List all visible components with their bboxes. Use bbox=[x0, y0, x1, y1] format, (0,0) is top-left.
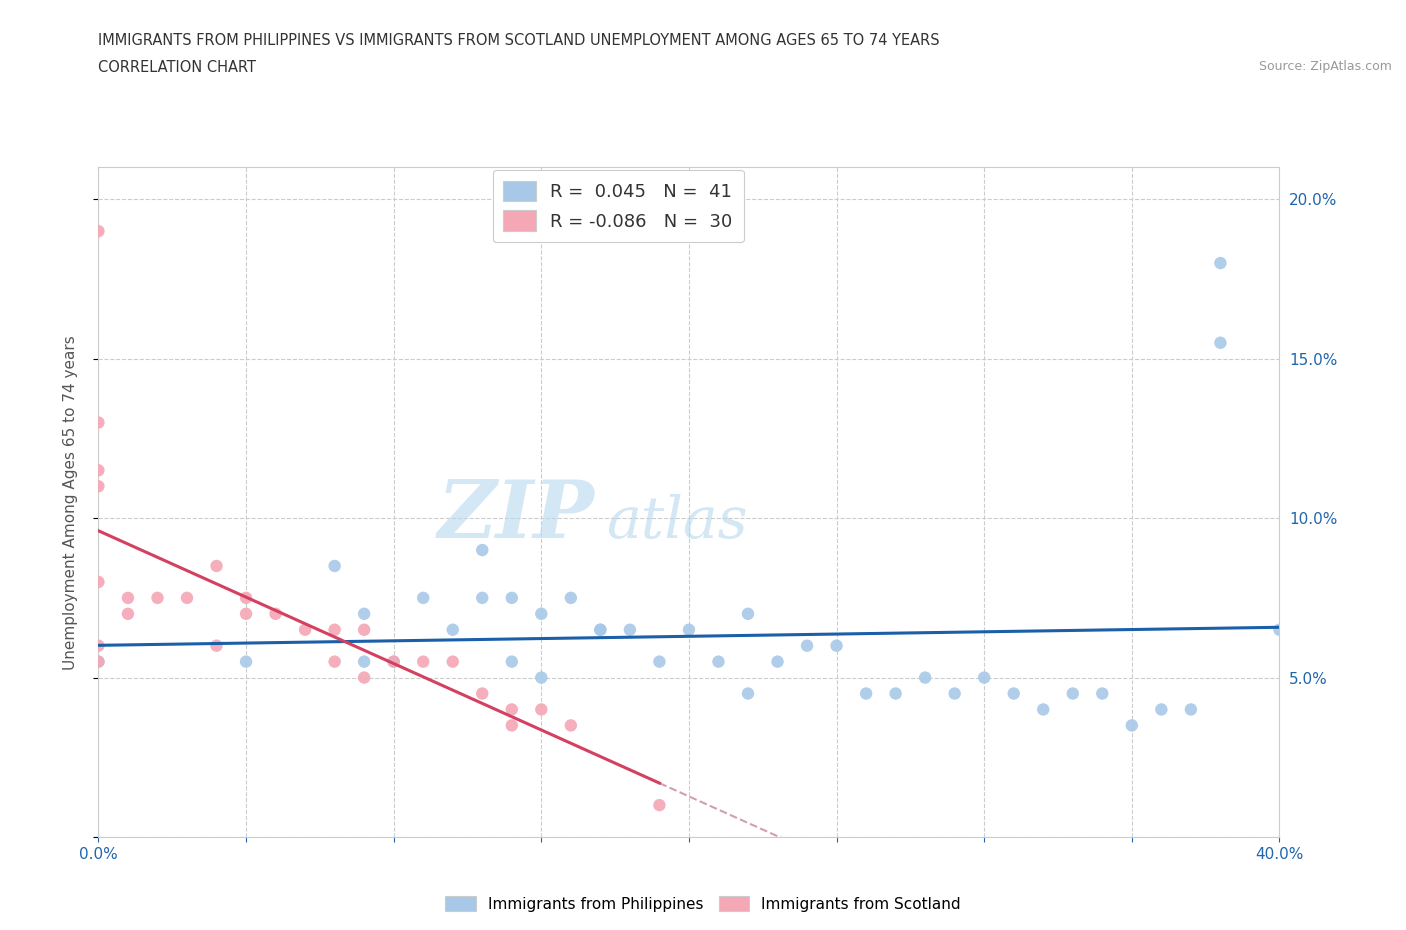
Point bbox=[235, 654, 257, 669]
Point bbox=[87, 638, 110, 653]
Point bbox=[353, 622, 375, 637]
Point bbox=[589, 622, 612, 637]
Point bbox=[973, 671, 995, 685]
Point bbox=[1121, 718, 1143, 733]
Point bbox=[87, 654, 110, 669]
Point bbox=[737, 606, 759, 621]
Point bbox=[501, 718, 523, 733]
Y-axis label: Unemployment Among Ages 65 to 74 years: Unemployment Among Ages 65 to 74 years bbox=[63, 335, 77, 670]
Point bbox=[707, 654, 730, 669]
Text: CORRELATION CHART: CORRELATION CHART bbox=[98, 60, 256, 75]
Point bbox=[943, 686, 966, 701]
Point bbox=[412, 591, 434, 605]
Point bbox=[205, 638, 228, 653]
Point bbox=[914, 671, 936, 685]
Point bbox=[87, 654, 110, 669]
Point bbox=[619, 622, 641, 637]
Point bbox=[855, 686, 877, 701]
Point bbox=[501, 591, 523, 605]
Point bbox=[87, 415, 110, 430]
Point bbox=[1209, 256, 1232, 271]
Point bbox=[323, 654, 346, 669]
Point bbox=[353, 654, 375, 669]
Point bbox=[530, 702, 553, 717]
Point bbox=[323, 559, 346, 574]
Point bbox=[117, 606, 139, 621]
Point bbox=[560, 591, 582, 605]
Point bbox=[87, 575, 110, 590]
Point bbox=[323, 622, 346, 637]
Point bbox=[678, 622, 700, 637]
Point bbox=[1062, 686, 1084, 701]
Point bbox=[294, 622, 316, 637]
Point bbox=[176, 591, 198, 605]
Point bbox=[825, 638, 848, 653]
Point bbox=[382, 654, 405, 669]
Point bbox=[796, 638, 818, 653]
Legend: R =  0.045   N =  41, R = -0.086   N =  30: R = 0.045 N = 41, R = -0.086 N = 30 bbox=[492, 170, 744, 242]
Point bbox=[146, 591, 169, 605]
Point bbox=[235, 606, 257, 621]
Point bbox=[1002, 686, 1025, 701]
Point bbox=[1180, 702, 1202, 717]
Point bbox=[1091, 686, 1114, 701]
Point bbox=[353, 606, 375, 621]
Text: IMMIGRANTS FROM PHILIPPINES VS IMMIGRANTS FROM SCOTLAND UNEMPLOYMENT AMONG AGES : IMMIGRANTS FROM PHILIPPINES VS IMMIGRANT… bbox=[98, 33, 941, 47]
Point bbox=[560, 718, 582, 733]
Point bbox=[205, 559, 228, 574]
Point bbox=[264, 606, 287, 621]
Point bbox=[884, 686, 907, 701]
Point bbox=[441, 654, 464, 669]
Text: Source: ZipAtlas.com: Source: ZipAtlas.com bbox=[1258, 60, 1392, 73]
Point bbox=[766, 654, 789, 669]
Point bbox=[471, 686, 494, 701]
Point bbox=[1032, 702, 1054, 717]
Point bbox=[471, 542, 494, 557]
Point bbox=[87, 463, 110, 478]
Point bbox=[1268, 622, 1291, 637]
Point bbox=[412, 654, 434, 669]
Point bbox=[87, 224, 110, 239]
Point bbox=[382, 654, 405, 669]
Point bbox=[501, 702, 523, 717]
Point bbox=[648, 654, 671, 669]
Point bbox=[1150, 702, 1173, 717]
Point bbox=[471, 591, 494, 605]
Point bbox=[530, 606, 553, 621]
Text: atlas: atlas bbox=[606, 494, 748, 551]
Point bbox=[87, 479, 110, 494]
Point bbox=[589, 622, 612, 637]
Point bbox=[648, 798, 671, 813]
Point bbox=[501, 654, 523, 669]
Point bbox=[1209, 336, 1232, 351]
Text: ZIP: ZIP bbox=[437, 477, 595, 554]
Legend: Immigrants from Philippines, Immigrants from Scotland: Immigrants from Philippines, Immigrants … bbox=[439, 889, 967, 918]
Point bbox=[117, 591, 139, 605]
Point bbox=[530, 671, 553, 685]
Point bbox=[235, 591, 257, 605]
Point bbox=[353, 671, 375, 685]
Point bbox=[441, 622, 464, 637]
Point bbox=[737, 686, 759, 701]
